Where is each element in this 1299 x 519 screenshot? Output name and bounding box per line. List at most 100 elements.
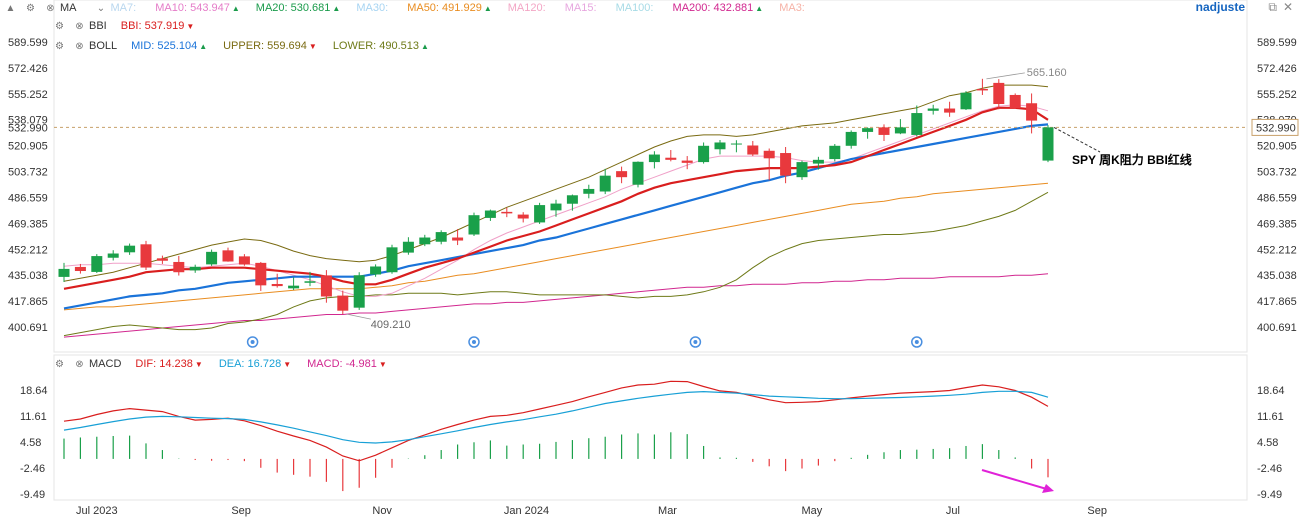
- price-tick-left: 589.599: [8, 37, 48, 49]
- candle-body: [534, 205, 546, 223]
- macd-tick-left: 4.58: [20, 437, 41, 449]
- boll-mid-line: [63, 123, 1049, 310]
- price-tick-left: 486.559: [8, 192, 48, 204]
- candle-body: [1042, 127, 1054, 161]
- arrow-down-icon: ▼: [283, 360, 292, 369]
- candle-body: [583, 188, 595, 194]
- price-tick-left: 417.865: [8, 296, 48, 308]
- candle-body: [976, 88, 988, 91]
- legend-label: UPPER:: [223, 40, 268, 52]
- boll-legend-items: MID: 525.104 ▲ UPPER: 559.694 ▼ LOWER: 490.5…: [131, 40, 445, 52]
- price-tick-left: 435.038: [8, 270, 48, 282]
- macd-tick-left: 11.61: [20, 411, 47, 423]
- price-tick-right: 452.212: [1257, 244, 1297, 256]
- chevron-down-icon[interactable]: ⌄: [96, 2, 106, 14]
- legend-label: MA7:: [110, 2, 140, 14]
- candle-body: [452, 237, 464, 241]
- settings-icon[interactable]: ⚙: [55, 358, 64, 370]
- price-tick-right: 400.691: [1257, 322, 1297, 334]
- trend-arrow-head-icon: [1042, 484, 1054, 493]
- ma-legend-item: MA30:: [356, 2, 391, 14]
- legend-label: MA50:: [407, 2, 443, 14]
- arrow-down-icon: ▼: [186, 22, 195, 31]
- candle-body: [517, 214, 529, 219]
- boll-indicator-name: BOLL: [89, 40, 118, 52]
- grid: [53, 0, 1248, 501]
- candle-body: [780, 153, 792, 176]
- candle-body: [845, 131, 857, 146]
- candle-body: [665, 157, 677, 160]
- ma-legend-item: MA50: 491.929 ▲: [407, 2, 492, 14]
- candle-body: [714, 142, 726, 150]
- low-label: 409.210: [371, 319, 411, 331]
- ma10-line: [63, 104, 1049, 297]
- indicator-lines: [54, 72, 1247, 348]
- x-axis-label: Jan 2024: [504, 505, 549, 517]
- legend-label: MA3:: [779, 2, 805, 14]
- macd-tick-left: -9.49: [20, 489, 45, 501]
- bbi-legend-items: BBI: 537.919 ▼: [121, 20, 211, 32]
- macd-panel-frame: [53, 354, 1248, 501]
- price-tick-right: 503.732: [1257, 167, 1297, 179]
- candle-body: [156, 258, 168, 261]
- macd-tick-right: 4.58: [1257, 437, 1278, 449]
- close-icon[interactable]: ⊗: [75, 358, 84, 370]
- candle-body: [944, 108, 956, 113]
- ma-legend-items: MA7: MA10: 543.947 ▲ MA20: 530.681 ▲ MA30: M…: [111, 2, 821, 14]
- price-tick-right: 572.426: [1257, 63, 1297, 75]
- candle-body: [894, 127, 906, 134]
- ma-legend-item: MA100:: [616, 2, 657, 14]
- ma-legend-item: MA200: 432.881 ▲: [673, 2, 764, 14]
- price-tick-left: 572.426: [8, 63, 48, 75]
- close-icon[interactable]: ⊗: [75, 40, 84, 52]
- current-price-label-left: 532.990: [8, 122, 48, 134]
- ma200-line: [63, 273, 1049, 338]
- settings-icon[interactable]: ⚙: [26, 2, 35, 14]
- close-window-icon[interactable]: ✕: [1282, 0, 1293, 14]
- candle-body: [484, 210, 496, 218]
- ma-legend-item: MA3:: [779, 2, 805, 14]
- legend-label: MACD:: [307, 358, 346, 370]
- arrow-down-icon: ▼: [308, 42, 317, 51]
- current-price-box: [1251, 118, 1299, 136]
- candle-body: [140, 244, 152, 268]
- legend-label: MID:: [131, 40, 158, 52]
- candle-body: [829, 145, 841, 160]
- event-marker-icon: [468, 336, 480, 348]
- candle-body: [58, 268, 70, 277]
- candle-body: [730, 143, 742, 145]
- candle-body: [402, 241, 414, 253]
- settings-icon[interactable]: ⚙: [55, 20, 64, 32]
- ma-indicator-name: MA: [60, 2, 77, 14]
- candle-body: [911, 113, 923, 135]
- candle-body: [566, 195, 578, 204]
- legend-label: MA100:: [615, 2, 657, 14]
- candle-body: [501, 211, 513, 214]
- x-axis-label: Mar: [658, 505, 677, 517]
- dif-line: [63, 380, 1049, 462]
- close-icon[interactable]: ⊗: [46, 2, 55, 14]
- annotation-leader: [1053, 126, 1101, 153]
- legend-label: LOWER:: [332, 40, 380, 52]
- legend-value: 490.513: [379, 40, 420, 52]
- restore-icon[interactable]: ⧉: [1268, 0, 1277, 14]
- brand-label: nadjuste: [1195, 0, 1245, 14]
- candle-body: [681, 160, 693, 163]
- event-marker-dot: [914, 340, 919, 344]
- legend-value: 491.929: [442, 2, 482, 14]
- eye-icon[interactable]: ▲: [5, 2, 16, 14]
- annotations: 565.160 409.210 SPY 周K阻力 BBI红线 532.990 5…: [8, 67, 1299, 331]
- candle-body: [288, 285, 300, 289]
- bbi-line: [63, 106, 1049, 290]
- settings-icon[interactable]: ⚙: [55, 40, 64, 52]
- x-axis-label: Sep: [231, 505, 251, 517]
- candle-body: [271, 283, 283, 287]
- arrow-down-icon: ▼: [194, 360, 203, 369]
- candle-body: [698, 145, 710, 163]
- close-icon[interactable]: ⊗: [75, 20, 84, 32]
- arrow-up-icon: ▲: [421, 42, 429, 51]
- axes: 589.599 589.599 572.426 572.426 555.252 555.2…: [8, 37, 1297, 517]
- legend-value: 14.238: [159, 358, 193, 370]
- candle-body: [763, 150, 775, 159]
